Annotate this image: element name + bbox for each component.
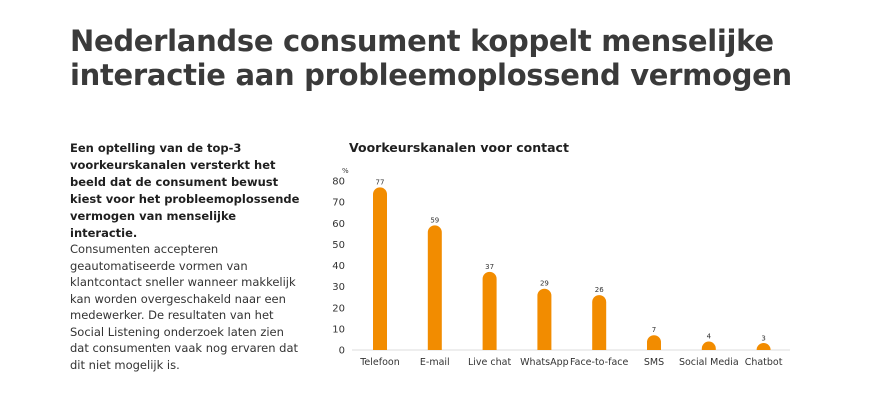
bar-e-mail	[427, 225, 442, 350]
bar-sms	[647, 335, 661, 350]
body-text: Consumenten accepteren geautomatiseerde …	[70, 242, 299, 372]
bar-live-chat	[482, 271, 497, 350]
page-headline: Nederlandse consument koppelt menselijke…	[70, 24, 830, 92]
data-label: 29	[540, 280, 549, 288]
bar-face-to-face	[592, 295, 607, 350]
bar-social-media	[701, 341, 716, 350]
data-label: 77	[376, 178, 385, 186]
data-label: 3	[761, 335, 765, 343]
y-tick-label: 60	[332, 219, 345, 230]
y-tick-label: 80	[332, 177, 345, 188]
bar-telefoon	[373, 187, 387, 350]
y-tick-label: 40	[332, 261, 345, 272]
data-label: 26	[595, 286, 604, 294]
data-label: 37	[485, 263, 494, 271]
y-tick-label: 10	[332, 324, 345, 335]
y-tick-label: 0	[339, 346, 345, 357]
data-label: 59	[430, 216, 439, 224]
x-tick-label: SMS	[644, 357, 664, 368]
y-tick-label: 20	[332, 303, 345, 314]
x-tick-label: Face-to-face	[570, 357, 628, 368]
y-tick-label: 70	[332, 198, 345, 209]
x-tick-label: Telefoon	[359, 357, 400, 368]
bar-chatbot	[756, 343, 771, 350]
x-tick-label: Social Media	[679, 357, 739, 368]
chart-title: Voorkeurskanalen voor contact	[349, 140, 569, 155]
headline-line-2: interactie aan probleemoplossend vermoge…	[70, 58, 792, 92]
y-tick-label: 30	[332, 282, 345, 293]
x-tick-label: Live chat	[468, 357, 511, 368]
x-tick-label: WhatsApp	[520, 357, 568, 368]
headline-line-1: Nederlandse consument koppelt menselijke	[70, 24, 774, 58]
bar-whatsapp	[537, 288, 552, 350]
data-label: 4	[707, 333, 712, 341]
y-axis-unit-label: %	[342, 167, 349, 175]
data-label: 7	[652, 326, 656, 334]
intro-text: Een optelling van de top-3 voorkeurskana…	[70, 141, 300, 240]
x-tick-label: Chatbot	[745, 357, 783, 368]
y-tick-label: 50	[332, 240, 345, 251]
x-tick-label: E-mail	[420, 357, 450, 368]
